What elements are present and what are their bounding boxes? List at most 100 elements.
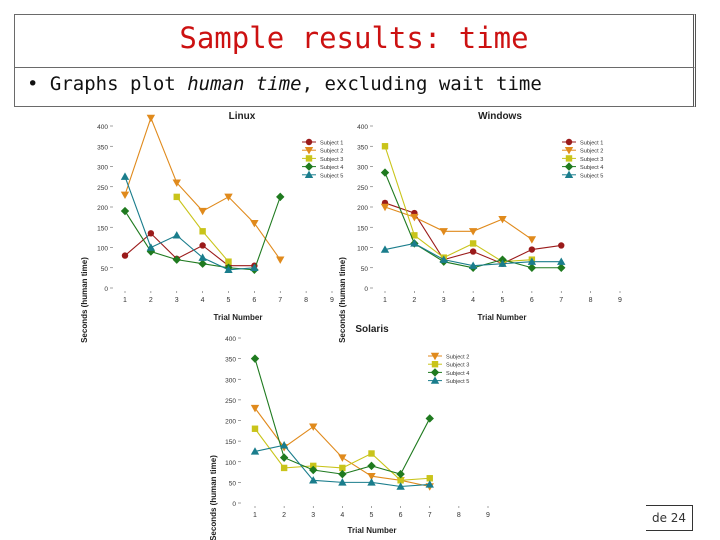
chart-title: Windows <box>478 111 522 122</box>
data-point <box>121 252 129 259</box>
x-tick-label: 4 <box>201 297 205 304</box>
y-tick-label: 200 <box>225 419 236 426</box>
x-tick-label: 5 <box>227 297 231 304</box>
data-point <box>279 453 289 462</box>
data-point <box>527 236 537 244</box>
data-point <box>410 239 419 247</box>
x-tick-label: 3 <box>311 512 315 519</box>
x-tick-label: 7 <box>278 297 282 304</box>
data-point <box>120 172 130 180</box>
x-tick-label: 7 <box>559 297 563 304</box>
y-tick-label: 0 <box>364 286 368 293</box>
data-point <box>338 454 347 462</box>
y-axis-label: Seconds (human time) <box>80 257 89 343</box>
series-line <box>384 146 532 263</box>
legend-marker <box>305 155 313 162</box>
series-line <box>124 116 281 260</box>
series-line <box>124 176 255 271</box>
data-point <box>425 414 434 423</box>
y-tick-label: 50 <box>361 266 369 273</box>
data-point <box>250 447 260 455</box>
data-point <box>380 203 390 212</box>
x-tick-label: 5 <box>501 297 505 304</box>
data-point <box>396 482 405 490</box>
x-tick-label: 2 <box>282 512 286 519</box>
bullet-tail: , excluding wait time <box>301 73 542 95</box>
chart-panel-windows: Windows 0 50 100 150 200 250 300 350 400 1 2 3 4 5 6 7 8 9… <box>338 111 622 343</box>
series-line <box>124 232 255 267</box>
legend-marker <box>564 162 574 171</box>
x-tick-label: 2 <box>149 297 153 304</box>
data-point <box>498 259 507 267</box>
x-tick-label: 1 <box>383 297 387 304</box>
y-axis-label: Seconds (human time) <box>338 257 347 343</box>
data-point <box>173 193 180 201</box>
data-point <box>426 475 433 482</box>
legend-label: Subject 2 <box>580 149 603 155</box>
data-point <box>172 231 181 239</box>
y-tick-label: 200 <box>357 205 368 212</box>
x-tick-label: 4 <box>471 297 475 304</box>
data-point <box>528 246 536 253</box>
slide-title-box: Sample results: time <box>14 14 696 68</box>
y-tick-label: 150 <box>97 225 108 232</box>
y-tick-label: 350 <box>97 144 108 151</box>
y-tick-label: 250 <box>225 398 236 405</box>
data-point <box>146 114 156 123</box>
legend-label: Subject 5 <box>446 379 469 385</box>
data-point <box>380 245 390 253</box>
series-line <box>384 206 533 240</box>
data-point <box>309 476 318 484</box>
data-point <box>224 193 233 202</box>
y-tick-label: 100 <box>225 460 236 467</box>
y-tick-label: 400 <box>225 336 236 343</box>
data-point <box>425 480 434 488</box>
bullet-emphasis: human time <box>187 73 302 95</box>
y-tick-label: 100 <box>357 246 368 253</box>
data-point <box>251 425 259 432</box>
x-axis-label: Trial Number <box>214 313 263 322</box>
data-point <box>276 192 285 202</box>
data-point <box>558 242 565 249</box>
data-point <box>367 478 376 486</box>
data-point <box>367 472 376 481</box>
data-point <box>439 228 448 236</box>
data-point <box>199 228 206 235</box>
bullet-marker: • <box>27 73 39 95</box>
data-point <box>338 478 347 486</box>
y-tick-label: 400 <box>97 124 108 131</box>
data-point <box>380 168 390 177</box>
y-tick-label: 200 <box>97 205 108 212</box>
data-point <box>557 263 566 272</box>
y-tick-label: 150 <box>225 439 236 446</box>
data-point <box>468 261 478 269</box>
legend-label: Subject 2 <box>320 149 343 155</box>
bullet-line: • Graphs plot human time, excluding wait… <box>27 73 542 95</box>
legend-label: Subject 1 <box>580 141 603 147</box>
chart-panel-solaris: Solaris 0 50 100 150 200 250 300 350 400 1 2 3 4 5 6 7 8 9… <box>209 324 490 540</box>
y-tick-label: 0 <box>232 501 236 508</box>
x-axis-label: Trial Number <box>478 313 527 322</box>
x-tick-label: 6 <box>530 297 534 304</box>
data-point <box>199 242 206 249</box>
data-point <box>224 265 233 273</box>
data-point <box>498 215 507 224</box>
y-tick-label: 150 <box>357 225 368 232</box>
legend-marker <box>304 147 314 155</box>
x-tick-label: 8 <box>589 297 593 304</box>
y-axis-label: Seconds (human time) <box>209 455 218 540</box>
y-tick-label: 250 <box>97 185 108 192</box>
legend-marker <box>431 361 439 368</box>
y-tick-label: 100 <box>97 246 108 253</box>
data-point <box>439 255 448 263</box>
legend-marker <box>565 138 573 146</box>
data-point <box>250 404 260 413</box>
legend-label: Subject 4 <box>580 165 603 171</box>
y-tick-label: 0 <box>104 286 108 293</box>
slide-title: Sample results: time <box>179 21 529 55</box>
y-tick-label: 350 <box>225 357 236 364</box>
data-point <box>557 257 566 265</box>
data-point <box>120 191 130 200</box>
bullet-box: • Graphs plot human time, excluding wait… <box>14 68 696 107</box>
